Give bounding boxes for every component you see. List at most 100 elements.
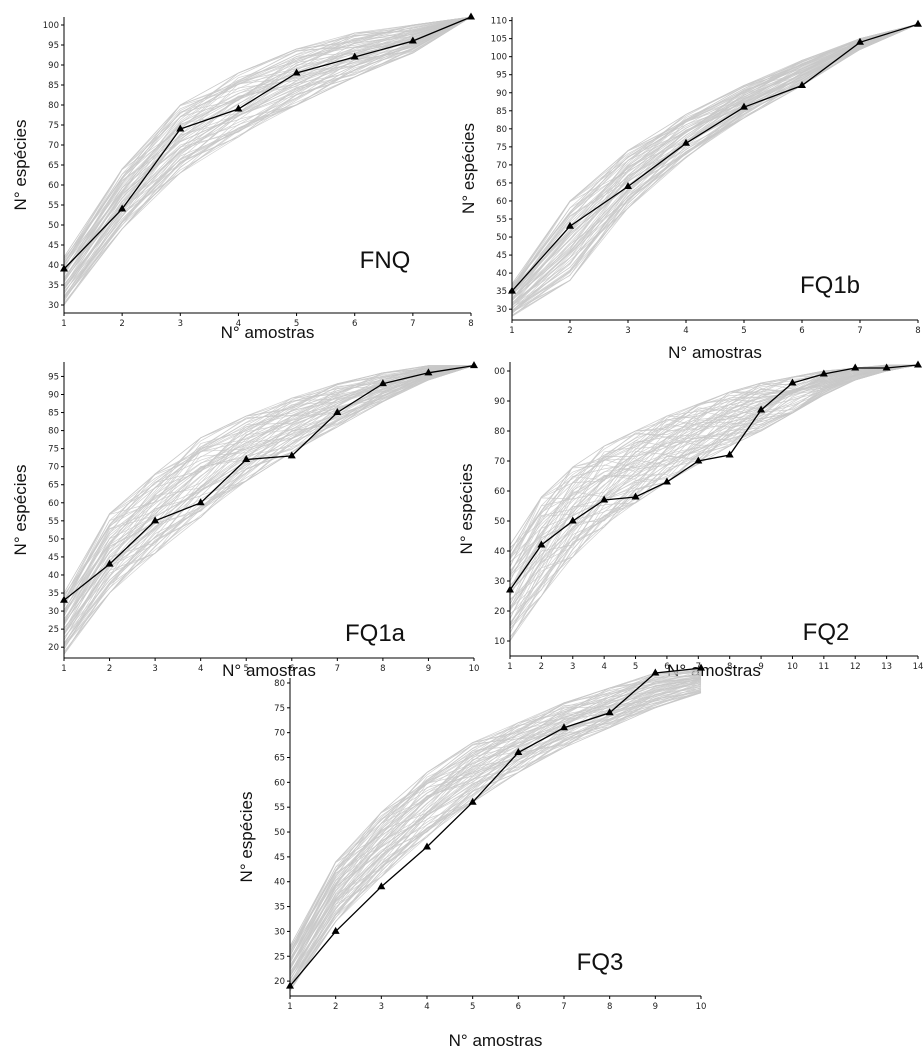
data-point-marker [470, 361, 478, 369]
data-point-marker [725, 450, 734, 458]
data-point-marker [631, 492, 640, 500]
y-tick-label: 70 [274, 729, 285, 739]
panel-title: FNQ [360, 247, 411, 274]
x-tick-label: 10 [469, 664, 480, 674]
y-tick-label: 45 [48, 241, 59, 251]
y-tick-label: 95 [48, 41, 59, 51]
randomization-curve [63, 365, 475, 599]
randomization-curve [63, 365, 475, 608]
y-tick-label: 45 [274, 853, 285, 863]
y-tick-label: 45 [48, 553, 59, 563]
randomization-curve [289, 672, 702, 955]
randomization-curve [511, 23, 919, 302]
y-tick-label: 30 [494, 577, 505, 587]
observed-curve [63, 16, 472, 270]
data-point-marker [914, 360, 922, 368]
y-tick-label: 90 [494, 397, 505, 407]
x-tick-label: 4 [236, 319, 241, 329]
data-point-marker [467, 12, 475, 20]
x-tick-label: 7 [857, 326, 862, 336]
randomization-curve [63, 365, 475, 620]
x-tick-label: 6 [799, 326, 804, 336]
randomization-curve [509, 364, 919, 567]
data-point-marker [176, 124, 185, 132]
y-tick-label: 70 [494, 457, 505, 467]
x-tick-label: 8 [468, 319, 473, 329]
panel-title: FQ2 [803, 619, 850, 646]
x-tick-label: 14 [913, 662, 923, 672]
x-tick-label: 6 [664, 662, 669, 672]
x-tick-label: 3 [570, 662, 575, 672]
x-tick-label: 2 [333, 1002, 338, 1012]
x-tick-label: 3 [152, 664, 157, 674]
data-point-marker [242, 454, 251, 462]
randomization-curve [63, 16, 472, 273]
data-point-marker [333, 408, 342, 416]
y-tick-label: 50 [48, 221, 59, 231]
y-tick-label: 10 [494, 637, 505, 647]
randomization-curve [289, 677, 702, 966]
randomization-curve [63, 16, 472, 272]
randomization-curve [511, 23, 919, 313]
x-tick-label: 2 [119, 319, 124, 329]
x-tick-label: 3 [178, 319, 183, 329]
x-tick-label: 3 [379, 1002, 384, 1012]
y-tick-label: 50 [496, 233, 507, 243]
data-point-marker [851, 363, 860, 371]
y-tick-label: 110 [491, 17, 507, 27]
randomization-envelope [63, 365, 475, 655]
randomization-curve [511, 23, 919, 291]
data-point-marker [424, 368, 433, 376]
data-point-marker [788, 378, 797, 386]
x-tick-label: 1 [61, 319, 66, 329]
randomization-curve [63, 16, 472, 267]
y-tick-label: 75 [274, 704, 285, 714]
data-point-marker [568, 516, 577, 524]
randomization-curve [289, 667, 702, 949]
randomization-curve [63, 16, 472, 290]
randomization-envelope [63, 16, 472, 306]
y-tick-label: 35 [274, 903, 285, 913]
data-point-marker [234, 104, 243, 112]
y-tick-label: 75 [48, 121, 59, 131]
randomization-curve [289, 670, 702, 950]
x-tick-label: 3 [625, 326, 630, 336]
panel-title: FQ1b [800, 272, 860, 299]
randomization-curve [63, 365, 475, 647]
y-tick-label: 50 [494, 517, 505, 527]
randomization-curve [63, 16, 472, 298]
y-tick-label: 40 [48, 571, 59, 581]
randomization-curve [289, 684, 702, 979]
data-point-marker [694, 456, 703, 464]
randomization-curve [63, 16, 472, 264]
x-tick-label: 6 [516, 1002, 521, 1012]
x-tick-label: 7 [410, 319, 415, 329]
data-point-marker [60, 264, 68, 272]
data-point-marker [914, 19, 922, 27]
randomization-curve [63, 16, 472, 260]
y-tick-label: 25 [48, 625, 59, 635]
y-axis-label: N° espécies [459, 123, 478, 214]
randomization-curve [63, 16, 472, 259]
data-point-marker [624, 182, 632, 190]
data-point-marker [697, 663, 705, 671]
y-tick-label: 80 [48, 427, 59, 437]
x-tick-label: 2 [107, 664, 112, 674]
y-tick-label: 90 [48, 61, 59, 71]
data-point-marker [560, 723, 568, 731]
y-tick-label: 80 [494, 427, 505, 437]
x-tick-label: 8 [607, 1002, 612, 1012]
y-tick-label: 60 [48, 181, 59, 191]
y-tick-label: 70 [496, 161, 507, 171]
randomization-curve [289, 675, 702, 957]
randomization-curve [63, 365, 475, 598]
data-point-marker [377, 882, 386, 890]
y-tick-label: 95 [496, 71, 507, 81]
x-tick-label: 12 [850, 662, 861, 672]
randomization-curve [63, 16, 472, 290]
